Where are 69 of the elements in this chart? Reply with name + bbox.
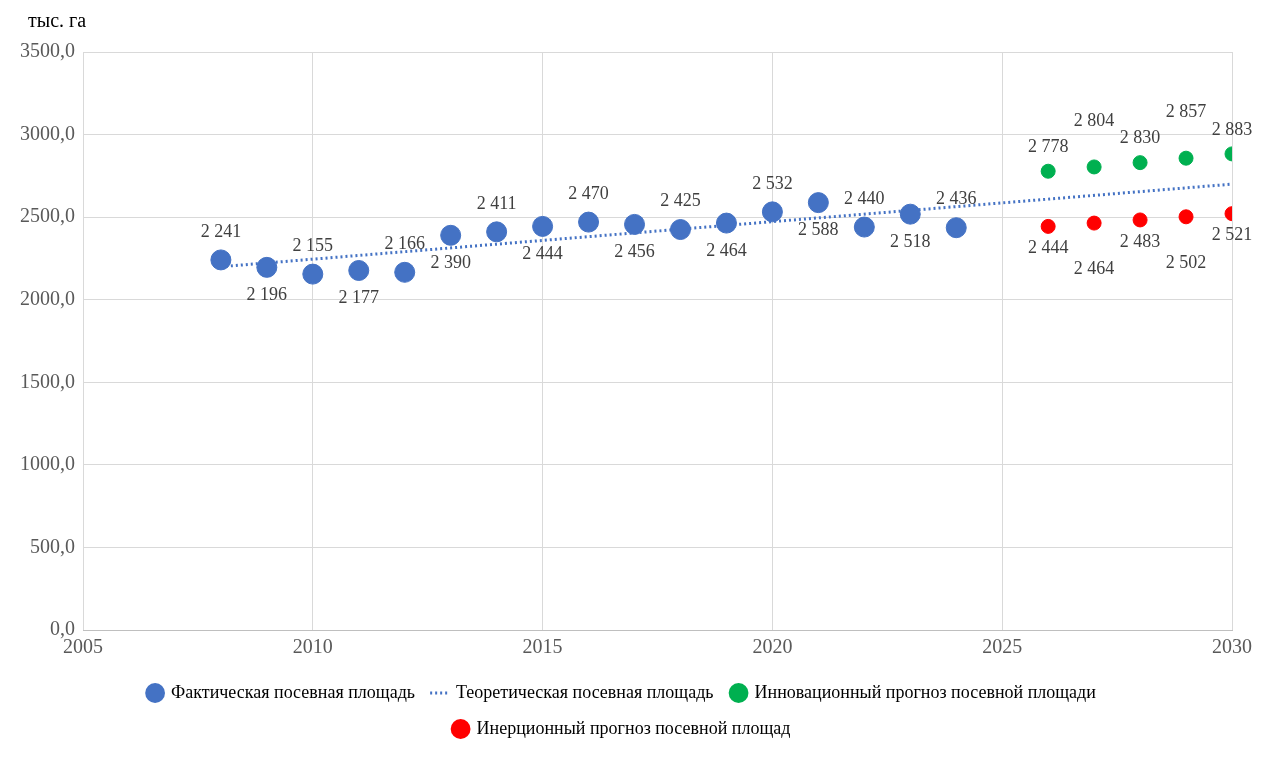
point [669,219,691,241]
data-label: 2 483 [1119,230,1161,251]
data-label: 2 177 [338,287,380,308]
x-tick-label: 2020 [752,635,793,658]
legend-label: Фактическая посевная площадь [171,681,416,702]
point [394,261,416,283]
point [532,215,554,237]
data-label: 2 436 [935,188,977,209]
data-label: 2 470 [568,182,609,203]
data-label: 2 166 [384,233,425,254]
data-label: 2 804 [1073,109,1115,130]
point [578,211,600,233]
data-label: 2 518 [890,230,931,251]
point [624,213,646,235]
y-tick-label: 3500,0 [20,39,75,62]
y-tick-label: 1500,0 [20,369,75,392]
x-tick-label: 2010 [292,635,333,658]
point [853,216,875,238]
point [256,256,278,278]
data-label: 2 155 [292,234,334,255]
y-tick-label: 2500,0 [20,204,75,227]
point [1086,215,1102,231]
x-tick-label: 2025 [982,635,1023,658]
point [210,249,232,271]
point [945,217,967,239]
y-axis-title: тыс. га [28,9,87,32]
data-label: 2 444 [522,243,563,264]
data-label: 2 444 [1027,237,1069,258]
data-label: 2 521 [1211,224,1253,245]
point [1040,163,1056,179]
point [1132,212,1148,228]
x-tick-label: 2030 [1212,635,1252,658]
legend-label: Инновационный прогноз посевной площади [754,681,1097,702]
y-tick-label: 3000,0 [20,121,75,144]
point [1178,150,1194,166]
data-label: 2 464 [1073,257,1115,278]
data-label: 2 532 [752,172,793,193]
data-label: 2 196 [246,284,288,305]
legend-label: Теоретическая посевная площадь [456,681,714,702]
legend-label: Инерционный прогноз посевной площад [476,717,791,738]
data-label: 2 588 [798,219,839,240]
point [1086,159,1102,175]
data-label: 2 464 [706,239,747,260]
point [348,259,370,281]
data-label: 2 425 [660,190,701,211]
point [715,212,737,234]
y-tick-label: 1000,0 [20,452,75,475]
point [807,192,829,214]
y-tick-label: 2000,0 [20,286,75,309]
point [899,203,921,225]
data-label: 2 390 [430,252,471,273]
data-label: 2 778 [1027,135,1069,156]
y-tick-label: 500,0 [30,534,75,557]
point [1178,209,1194,225]
point [440,224,462,246]
data-label: 2 440 [844,187,885,208]
data-label: 2 830 [1119,127,1161,148]
point [761,201,783,223]
data-label: 2 883 [1211,118,1253,139]
point [1132,155,1148,171]
point [486,221,508,243]
x-tick-label: 2015 [522,635,563,658]
data-label: 2 502 [1165,251,1207,272]
data-label: 2 411 [476,192,517,213]
data-label: 2 857 [1165,100,1207,121]
data-label: 2 456 [614,241,655,262]
data-label: 2 241 [200,220,242,241]
point [1040,218,1056,234]
point [302,263,324,285]
